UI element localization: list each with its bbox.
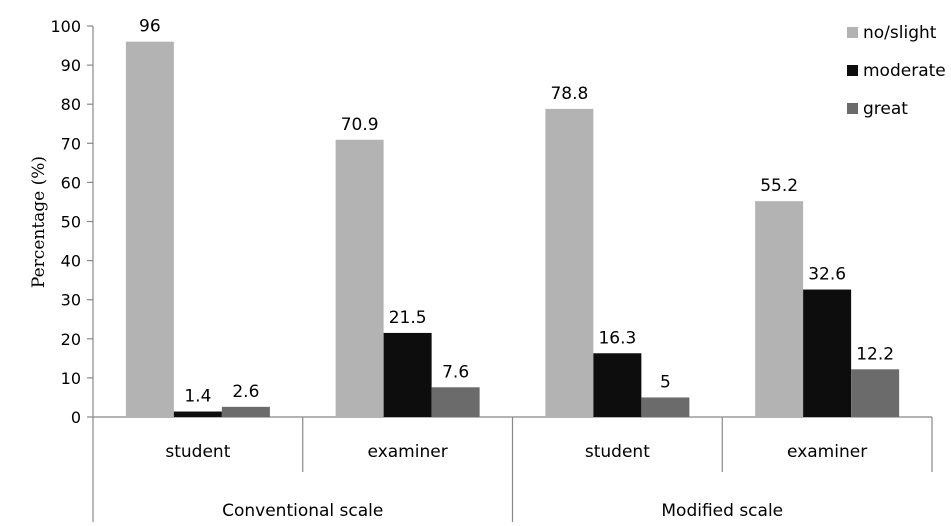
x-tick-label: student <box>585 442 650 462</box>
bar <box>755 201 804 417</box>
data-label: 2.6 <box>232 382 259 402</box>
data-label: 7.6 <box>442 362 469 382</box>
legend-swatch <box>847 27 858 38</box>
y-axis-label: Percentage (%) <box>29 156 49 288</box>
legend-label: great <box>863 99 908 119</box>
data-label: 78.8 <box>550 84 588 104</box>
data-labels: 96 70.9 78.8 55.2 1.4 21.5 16.3 32.6 2.6 7.6 5 12.2 <box>139 17 894 407</box>
bar <box>545 108 594 417</box>
y-tick-label: 0 <box>71 408 81 427</box>
bar <box>335 139 384 417</box>
y-tick-label: 30 <box>61 291 81 310</box>
y-tick-label: 40 <box>61 252 81 271</box>
data-label: 5 <box>660 372 671 392</box>
group-label: Modified scale <box>661 501 783 521</box>
y-tick-label: 10 <box>61 369 81 388</box>
bar <box>851 369 900 417</box>
bar <box>173 411 222 417</box>
bar <box>593 353 642 417</box>
bar <box>383 332 432 417</box>
data-label: 16.3 <box>598 328 636 348</box>
legend-swatch <box>847 103 858 114</box>
data-label: 32.6 <box>808 265 846 285</box>
data-label: 96 <box>139 17 161 37</box>
bar <box>803 289 852 417</box>
data-label: 1.4 <box>184 387 211 407</box>
bar <box>641 397 690 417</box>
bar <box>125 41 174 417</box>
axes: 0 10 20 30 40 50 60 70 80 90 100 student examiner stu… <box>50 17 933 522</box>
x-tick-label: examiner <box>368 442 448 462</box>
y-tick-label: 50 <box>61 213 81 232</box>
bar <box>221 406 270 417</box>
y-tick-label: 80 <box>61 95 81 114</box>
y-tick-label: 100 <box>50 17 81 36</box>
bar <box>431 387 480 417</box>
y-tick-label: 20 <box>61 330 81 349</box>
bars <box>125 41 900 417</box>
legend-label: moderate <box>863 61 946 81</box>
data-label: 70.9 <box>341 115 379 135</box>
data-label: 55.2 <box>760 176 798 196</box>
group-label: Conventional scale <box>222 501 383 521</box>
legend-label: no/slight <box>863 23 937 43</box>
y-tick-label: 90 <box>61 56 81 75</box>
x-tick-label: examiner <box>787 442 867 462</box>
x-tick-label: student <box>165 442 230 462</box>
legend-swatch <box>847 65 858 76</box>
y-tick-label: 70 <box>61 134 81 153</box>
data-label: 12.2 <box>856 344 894 364</box>
y-tick-label: 60 <box>61 173 81 192</box>
legend: no/slight moderate great <box>847 23 946 119</box>
data-label: 21.5 <box>389 308 427 328</box>
